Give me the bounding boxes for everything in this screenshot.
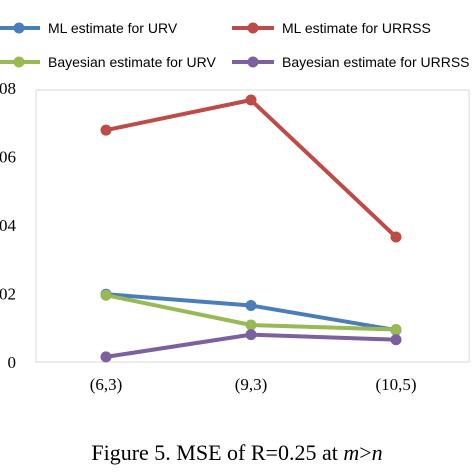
caption-m: m: [343, 440, 360, 465]
legend-label-0: ML estimate for URV: [48, 20, 178, 36]
caption-n: n: [371, 440, 383, 465]
data-point-2-2: [390, 324, 402, 335]
data-point-0-1: [245, 300, 257, 311]
data-point-3-1: [245, 329, 257, 341]
caption-prefix: Figure 5. MSE of R=0.25 at: [91, 440, 344, 465]
series-points: [100, 94, 402, 363]
x-tick-label-1: (9,3): [235, 375, 268, 394]
data-point-1-2: [390, 231, 402, 243]
y-tick-label-0: 0: [8, 353, 17, 372]
data-point-3-2: [390, 334, 402, 346]
legend-swatch-marker-2: [13, 56, 25, 68]
legend-label-2: Bayesian estimate for URV: [48, 54, 216, 70]
x-axis-tick-labels: (6,3) (9,3) (10,5): [90, 375, 417, 394]
data-point-3-0: [100, 351, 112, 363]
legend: ML estimate for URV ML estimate for URRSS…: [0, 20, 470, 70]
caption-gt: >: [359, 440, 372, 465]
plot-area-frame: [35, 89, 470, 363]
y-axis-tick-labels: 0 02 04 06 08: [0, 79, 17, 372]
y-tick-label-4: 08: [0, 79, 16, 98]
data-point-1-0: [100, 124, 112, 136]
x-tick-label-2: (10,5): [375, 375, 416, 394]
legend-label-1: ML estimate for URRSS: [282, 20, 431, 36]
x-tick-label-0: (6,3): [90, 375, 123, 394]
series-line-1: [104, 98, 398, 239]
legend-swatch-marker-3: [247, 56, 259, 68]
y-tick-label-2: 04: [0, 216, 17, 235]
series-lines: [104, 98, 398, 359]
legend-label-3: Bayesian estimate for URRSS: [282, 54, 470, 70]
legend-swatch-marker-1: [247, 22, 259, 34]
data-point-2-1: [245, 319, 257, 331]
y-tick-label-1: 02: [0, 285, 16, 304]
y-tick-label-3: 06: [0, 148, 16, 167]
figure-caption: Figure 5. MSE of R=0.25 at m>n: [0, 440, 474, 466]
data-point-2-0: [100, 289, 112, 301]
legend-swatch-marker-0: [13, 22, 25, 34]
data-point-1-1: [245, 94, 257, 106]
